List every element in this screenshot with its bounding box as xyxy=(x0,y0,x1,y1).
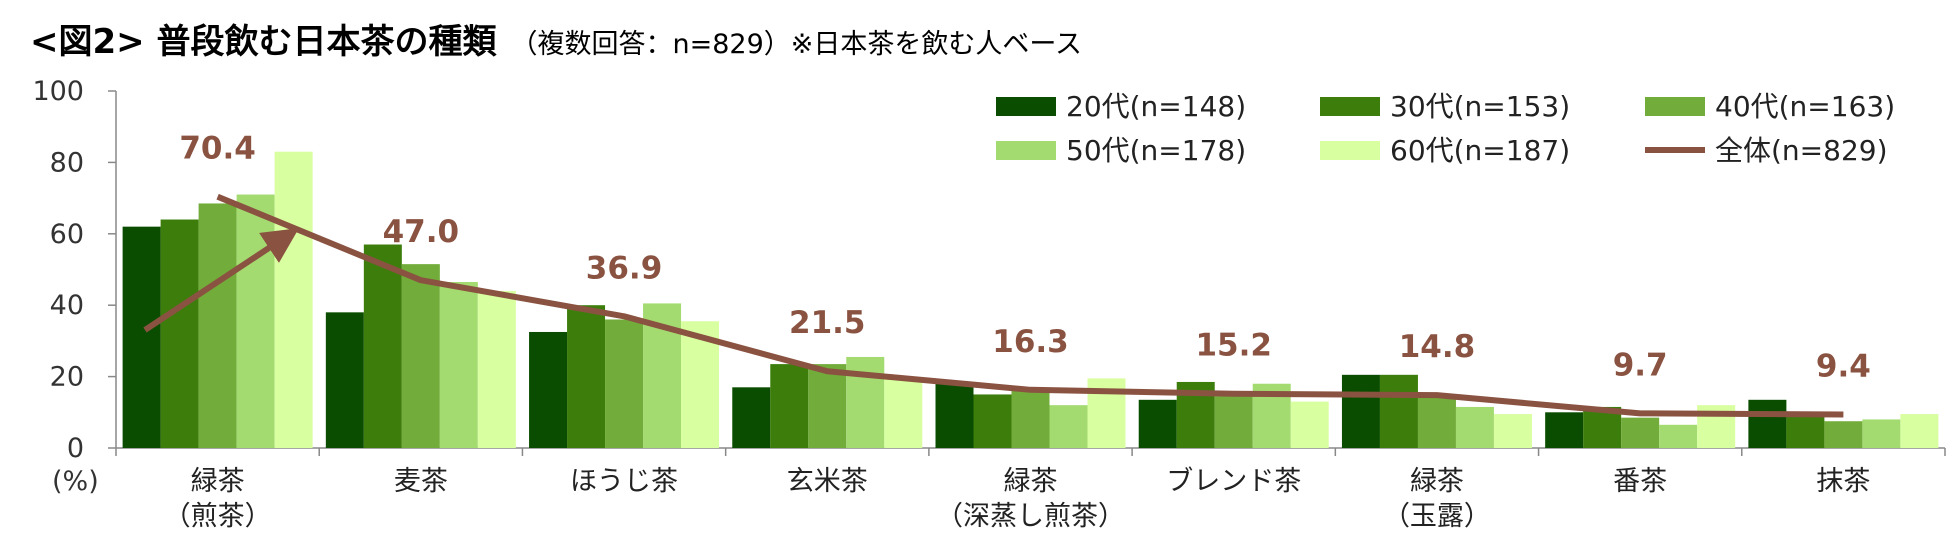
bar xyxy=(973,394,1012,448)
category-label: （煎茶） xyxy=(164,501,272,532)
y-tick-label: 40 xyxy=(50,290,84,321)
legend-label: 全体(n=829) xyxy=(1715,134,1888,167)
total-value-label: 70.4 xyxy=(179,131,256,167)
y-tick-label: 20 xyxy=(50,362,84,393)
y-tick-label: 80 xyxy=(50,147,84,178)
total-value-label: 47.0 xyxy=(383,214,460,250)
category-label: 番茶 xyxy=(1613,466,1667,497)
bar xyxy=(122,226,161,448)
category-label: 緑茶 xyxy=(1004,466,1058,497)
chart-title: <図2> 普段飲む日本茶の種類 xyxy=(30,22,497,62)
category-label: ほうじ茶 xyxy=(570,466,678,497)
legend-label: 40代(n=163) xyxy=(1715,90,1895,123)
bar xyxy=(1748,399,1787,448)
legend-swatch xyxy=(996,97,1056,116)
total-value-label: 21.5 xyxy=(789,305,866,341)
bar xyxy=(325,312,364,448)
bar xyxy=(1290,401,1329,448)
total-line-layer xyxy=(143,193,1844,418)
bar xyxy=(363,244,402,448)
legend-swatch xyxy=(1320,141,1380,160)
legend: 20代(n=148) 30代(n=153) 40代(n=163) 50代(n=178)… xyxy=(996,90,1895,167)
bar xyxy=(1659,424,1698,448)
bar xyxy=(160,219,199,448)
bars xyxy=(122,151,1939,448)
legend-swatch xyxy=(1320,97,1380,116)
y-axis-label: (%) xyxy=(52,466,99,497)
y-tick-label: 0 xyxy=(67,433,84,464)
bar xyxy=(1455,406,1494,448)
bar xyxy=(1138,399,1177,448)
category-label: （玉露） xyxy=(1383,501,1491,532)
bar xyxy=(884,378,923,448)
bar xyxy=(1493,414,1532,448)
total-value-label: 9.4 xyxy=(1816,348,1871,384)
bar xyxy=(529,331,568,448)
labels: 0 20 40 60 80 100 (%) 緑茶 （煎茶） 麦茶 ほうじ茶 玄米茶 緑茶 （深蒸し煎茶） ブ… xyxy=(32,76,1870,532)
bar xyxy=(732,387,771,448)
legend-swatch xyxy=(996,141,1056,160)
legend-label: 30代(n=153) xyxy=(1390,90,1570,123)
bar xyxy=(1900,414,1939,448)
bar xyxy=(439,281,478,448)
category-label: ブレンド茶 xyxy=(1166,466,1301,497)
bar xyxy=(1786,415,1825,448)
bar xyxy=(935,383,974,448)
total-line xyxy=(216,193,1844,418)
total-value-label: 36.9 xyxy=(586,250,663,286)
y-tick-label: 60 xyxy=(50,219,84,250)
trend-arrow xyxy=(143,228,300,333)
chart-subtitle: （複数回答：n=829）※日本茶を飲む人ベース xyxy=(510,29,1083,60)
legend-label: 60代(n=187) xyxy=(1390,134,1570,167)
bar xyxy=(1417,396,1456,448)
total-value-label: 14.8 xyxy=(1399,329,1476,365)
legend-swatch xyxy=(1645,97,1705,116)
bar xyxy=(1545,412,1584,448)
bar xyxy=(1049,405,1088,448)
category-label: 抹茶 xyxy=(1816,466,1870,497)
bar xyxy=(477,290,516,448)
bar xyxy=(1214,396,1253,448)
bar xyxy=(1379,374,1418,448)
bar xyxy=(605,319,644,448)
total-value-label: 15.2 xyxy=(1195,328,1272,364)
bar xyxy=(198,203,237,448)
legend-label: 50代(n=178) xyxy=(1066,134,1246,167)
bar xyxy=(770,364,809,448)
bar xyxy=(1621,417,1660,448)
category-label: （深蒸し煎茶） xyxy=(936,501,1125,532)
category-label: 緑茶 xyxy=(191,466,245,497)
legend-label: 20代(n=148) xyxy=(1066,90,1246,123)
bar xyxy=(236,194,275,448)
y-tick-label: 100 xyxy=(32,76,84,107)
bar xyxy=(1824,421,1863,448)
bar xyxy=(401,264,440,448)
bar xyxy=(1011,389,1050,448)
bar xyxy=(274,151,313,448)
bar xyxy=(1341,374,1380,448)
bar xyxy=(567,305,606,448)
bar xyxy=(1862,419,1901,448)
category-label: 麦茶 xyxy=(394,466,448,497)
total-value-label: 16.3 xyxy=(992,324,1069,360)
category-label: 玄米茶 xyxy=(787,466,868,497)
total-value-label: 9.7 xyxy=(1613,347,1668,383)
category-label: 緑茶 xyxy=(1410,466,1464,497)
bar xyxy=(808,364,847,448)
